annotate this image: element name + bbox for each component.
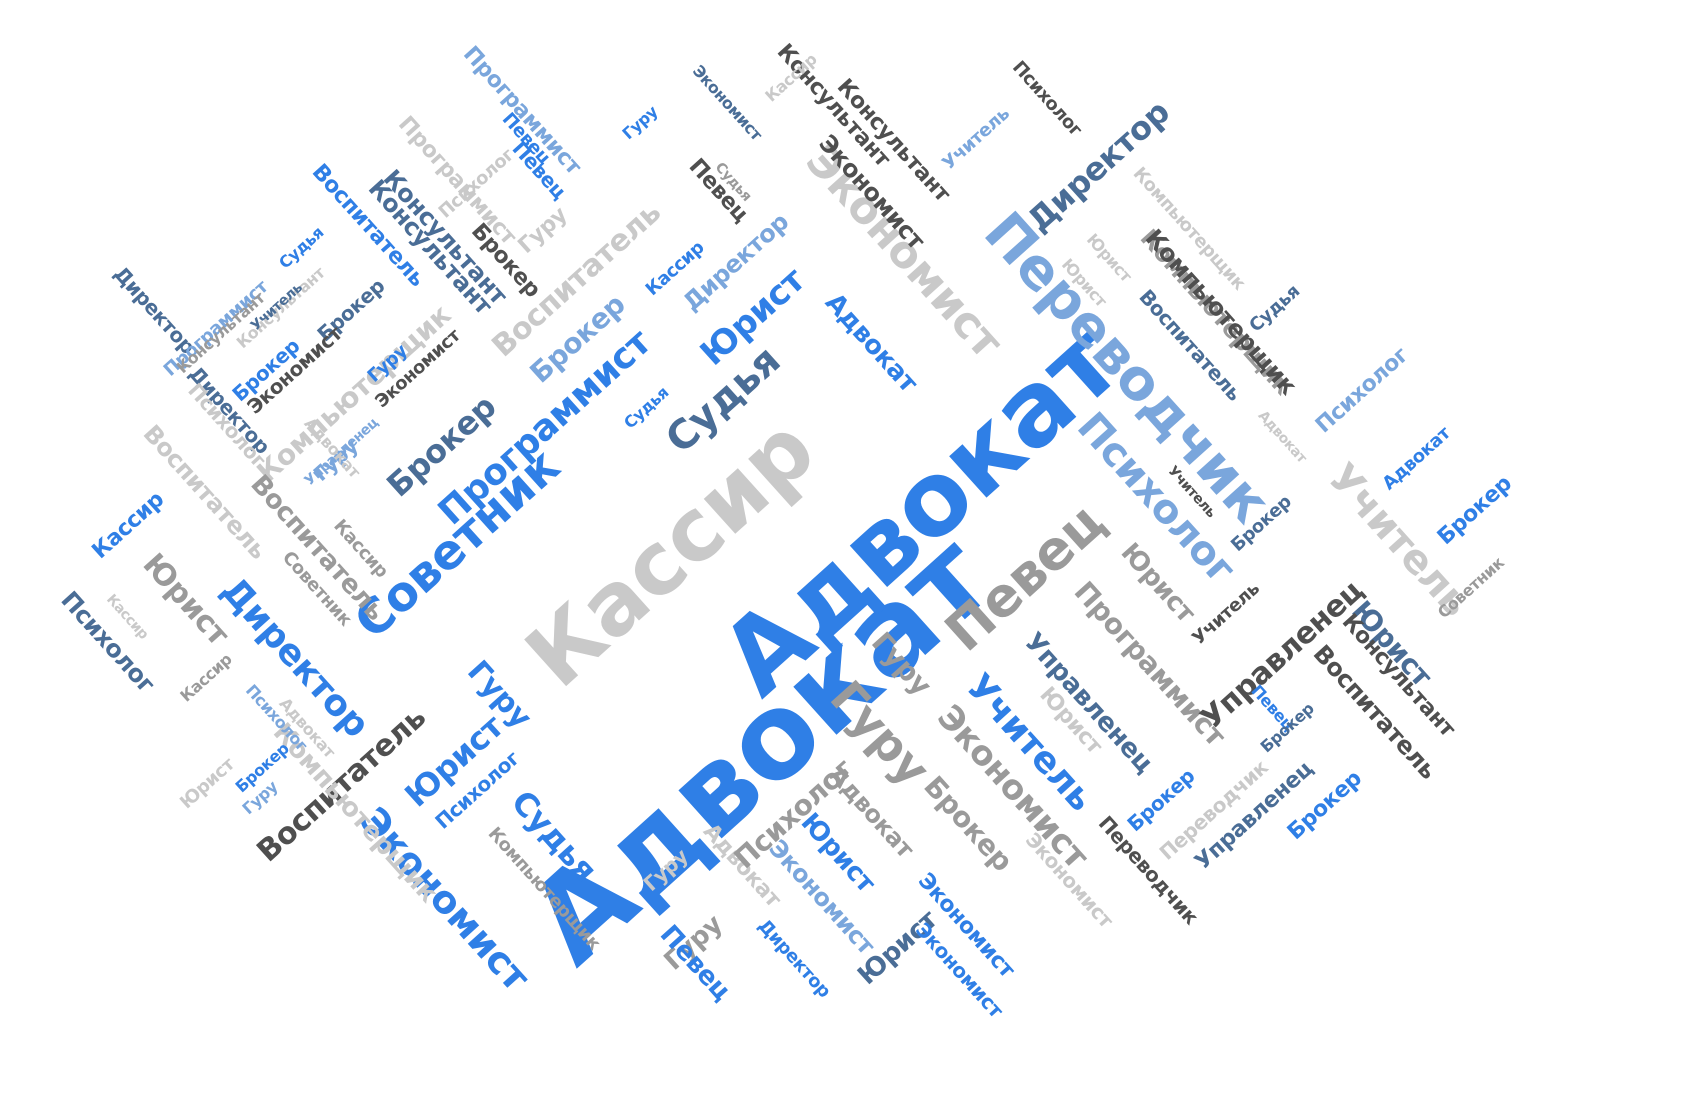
word-73: Брокер — [1432, 471, 1517, 551]
word-106: Судья — [275, 222, 328, 273]
word-74: Адвокат — [1378, 422, 1455, 495]
word-85: Психолог — [1008, 56, 1087, 141]
word-10: Директор — [1019, 92, 1177, 240]
word-100: Гуру — [513, 202, 573, 259]
word-91: Экономист — [688, 61, 767, 145]
word-6: Экономист — [795, 135, 1013, 368]
word-77: Психолог — [1311, 342, 1414, 439]
word-122: Кассир — [176, 649, 236, 706]
word-125: Юрист — [176, 754, 239, 814]
word-75: Учитель — [1188, 578, 1264, 650]
word-92: Гуру — [618, 102, 662, 144]
word-80: Судья — [1245, 280, 1304, 337]
word-79: Адвокат — [1254, 407, 1310, 467]
word-89: Учитель — [938, 103, 1014, 175]
word-54: Директор — [753, 915, 835, 1002]
word-13: Адвокат — [819, 287, 924, 399]
